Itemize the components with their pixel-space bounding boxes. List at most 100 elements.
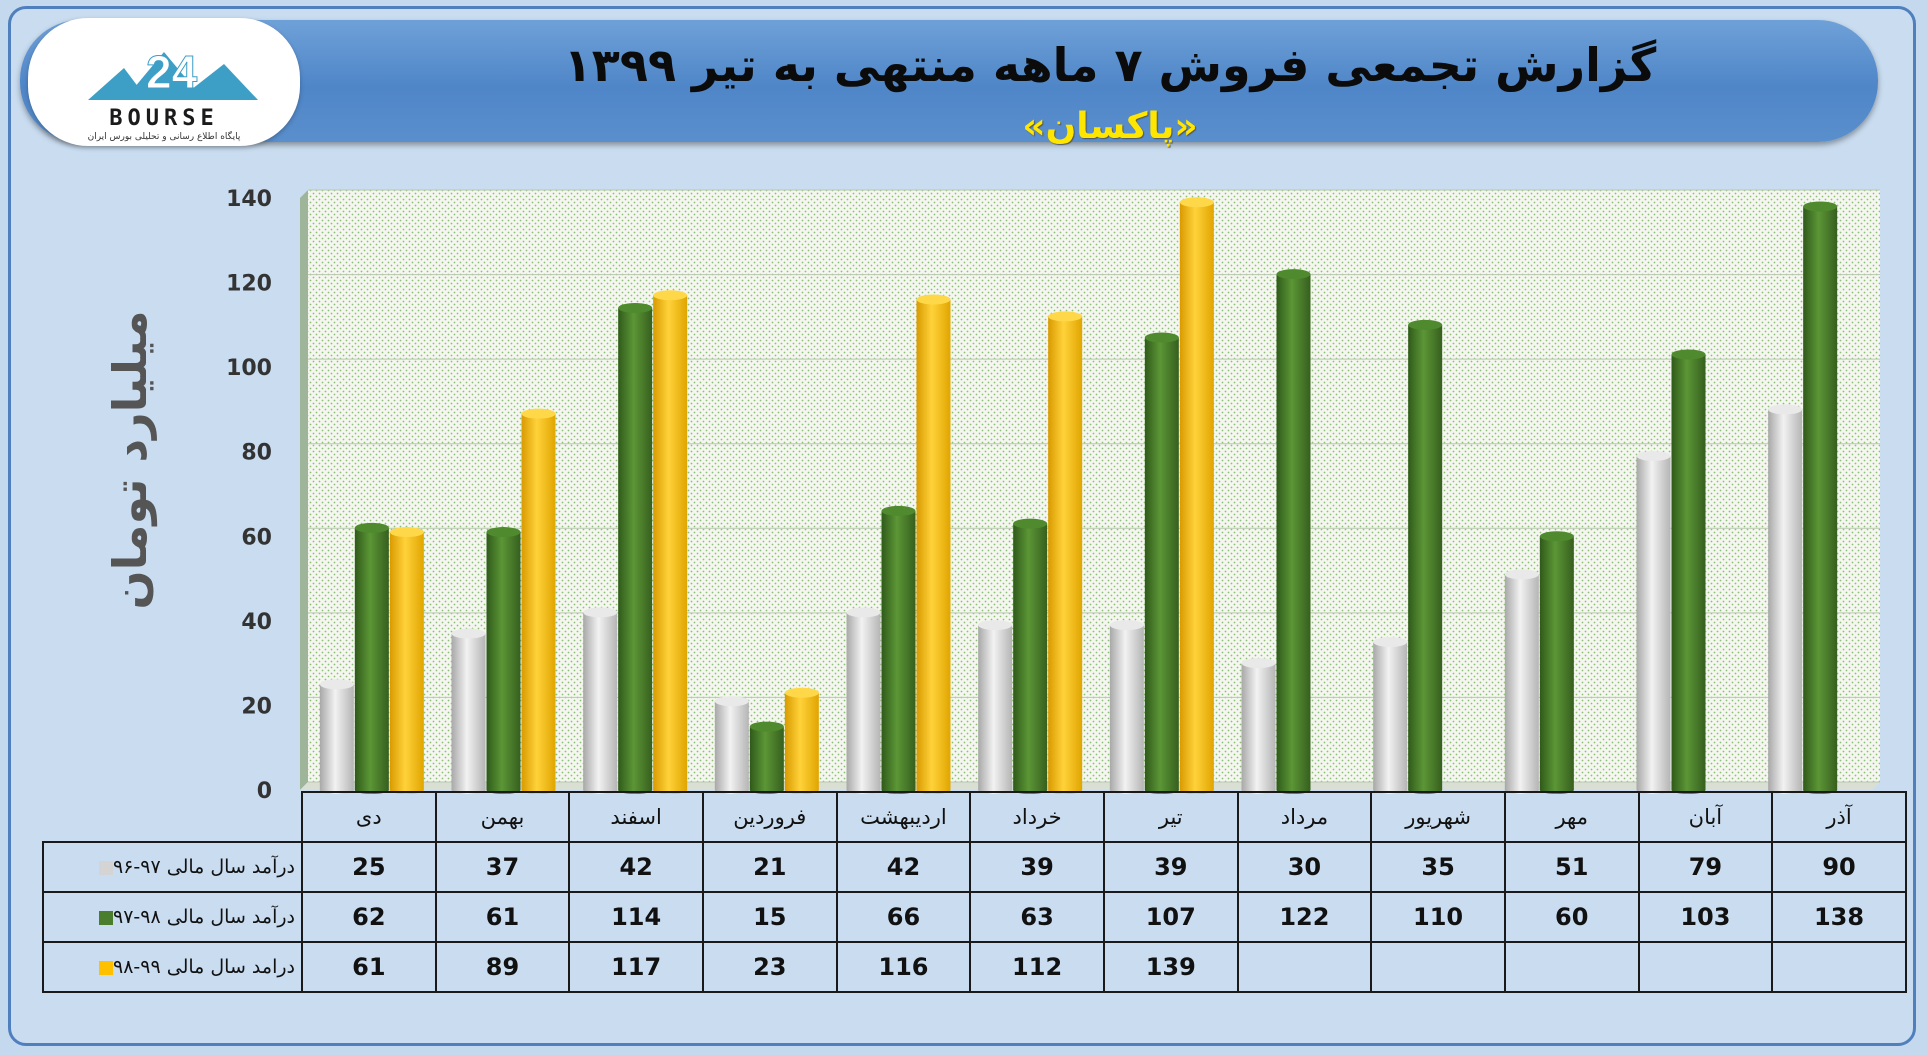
x-tick-label: تیر — [1102, 791, 1239, 843]
data-label: 112 — [969, 941, 1105, 993]
data-label: 138 — [1771, 891, 1907, 943]
x-tick-label: مهر — [1503, 791, 1640, 843]
data-label: 23 — [701, 941, 838, 993]
table-corner — [43, 792, 303, 842]
x-tick-label: آبان — [1637, 791, 1774, 843]
y-tick-label: 80 — [241, 441, 272, 466]
legend-entry: درآمد سال مالی ۹۸-۹۷ — [42, 891, 303, 943]
data-label: 15 — [701, 891, 838, 943]
legend-label: درآمد سال مالی ۹۸-۹۷ — [113, 906, 295, 928]
bar — [1539, 531, 1574, 794]
data-label: 66 — [835, 891, 972, 943]
bar — [1048, 311, 1083, 794]
data-label: 37 — [434, 841, 571, 893]
data-label: 60 — [1503, 891, 1640, 943]
data-label: 39 — [1102, 841, 1239, 893]
data-label: 110 — [1370, 891, 1506, 943]
data-label: 35 — [1370, 841, 1506, 893]
data-label: 61 — [301, 941, 437, 993]
data-table: دی بهمن اسفند فروردین اردیبهشت خرداد تیر مرداد ش… — [42, 791, 1907, 993]
legend-entry: درآمد سال مالی ۹۷-۹۶ — [42, 841, 303, 893]
bar — [1408, 319, 1443, 794]
data-label — [1637, 941, 1774, 993]
bar — [486, 527, 521, 794]
bar — [1276, 269, 1311, 794]
table-row: درآمد سال مالی ۹۸-۹۷ 62 61 114 15 66 63 107 122 1… — [42, 891, 1907, 943]
data-label: 42 — [568, 841, 704, 893]
data-label: 114 — [568, 891, 704, 943]
data-label: 21 — [701, 841, 838, 893]
bar — [451, 628, 486, 794]
data-label: 42 — [835, 841, 972, 893]
bar — [1109, 620, 1144, 794]
title-banner: گزارش تجمعی فروش ۷ ماهه منتهی به تیر ۱۳۹… — [20, 20, 1878, 147]
bar — [784, 687, 819, 794]
bar — [1671, 349, 1706, 794]
logo-tagline: پایگاه اطلاع رسانی و تحلیلی بورس ایران — [87, 132, 241, 142]
bar — [618, 302, 653, 794]
table-header-row: دی بهمن اسفند فروردین اردیبهشت خرداد تیر مرداد ش… — [43, 791, 1907, 843]
data-label: 90 — [1771, 841, 1907, 893]
plot-area — [308, 190, 1880, 782]
bar — [1636, 450, 1671, 794]
legend-swatch — [99, 910, 113, 925]
plot-floor — [300, 782, 1880, 790]
x-tick-label: فروردین — [701, 791, 838, 843]
bar — [1179, 197, 1214, 794]
data-label: 61 — [434, 891, 571, 943]
y-tick-label: 120 — [226, 272, 272, 297]
data-label: 25 — [301, 841, 437, 893]
data-label: 79 — [1637, 841, 1774, 893]
x-tick-label: آذر — [1771, 791, 1907, 843]
data-label: 30 — [1236, 841, 1373, 893]
data-label: 116 — [835, 941, 972, 993]
plot-side-wall — [300, 190, 308, 790]
legend-entry: درامد سال مالی ۹۹-۹۸ — [42, 941, 303, 993]
logo-wordmark: BOURSE — [109, 106, 219, 131]
bar — [354, 522, 389, 794]
bar — [1803, 201, 1838, 794]
x-tick-label: بهمن — [434, 791, 571, 843]
bar — [846, 607, 881, 794]
x-tick-label: دی — [301, 791, 437, 843]
bar — [978, 620, 1013, 794]
data-label: 63 — [969, 891, 1105, 943]
legend-swatch — [99, 860, 113, 875]
bar — [916, 294, 951, 794]
data-label — [1370, 941, 1506, 993]
y-tick-label: 40 — [241, 610, 272, 635]
x-tick-label: اردیبهشت — [835, 791, 972, 843]
y-tick-label: 140 — [226, 187, 272, 212]
data-label: 39 — [969, 841, 1105, 893]
bar — [1768, 404, 1803, 794]
bar — [583, 607, 618, 794]
report-title: گزارش تجمعی فروش ۷ ماهه منتهی به تیر ۱۳۹… — [563, 38, 1657, 92]
data-label: 51 — [1503, 841, 1640, 893]
bar — [653, 290, 688, 794]
bar — [881, 505, 916, 794]
bar — [714, 696, 749, 794]
bar — [1373, 637, 1408, 794]
x-tick-label: خرداد — [969, 791, 1105, 843]
bar — [1013, 518, 1048, 794]
legend-label: درآمد سال مالی ۹۷-۹۶ — [113, 856, 295, 878]
legend-swatch — [99, 960, 113, 975]
data-label — [1503, 941, 1640, 993]
bourse-logo: 24 BOURSE پایگاه اطلاع رسانی و تحلیلی بو… — [28, 18, 300, 146]
table-row: درآمد سال مالی ۹۷-۹۶ 25 37 42 21 42 39 39 30 35 51… — [42, 841, 1907, 893]
x-tick-label: اسفند — [568, 791, 704, 843]
data-label: 89 — [434, 941, 571, 993]
y-tick-label: 100 — [226, 356, 272, 381]
logo-icon: 24 — [88, 46, 258, 100]
bar — [1241, 658, 1276, 794]
bar — [319, 679, 354, 794]
data-label — [1771, 941, 1907, 993]
bar — [521, 408, 556, 794]
bar — [749, 721, 784, 794]
table-row: درامد سال مالی ۹۹-۹۸ 61 89 117 23 116 112 139 — [42, 941, 1907, 993]
data-label: 62 — [301, 891, 437, 943]
x-tick-label: مرداد — [1236, 791, 1373, 843]
data-label: 122 — [1236, 891, 1373, 943]
x-tick-label: شهریور — [1370, 791, 1506, 843]
